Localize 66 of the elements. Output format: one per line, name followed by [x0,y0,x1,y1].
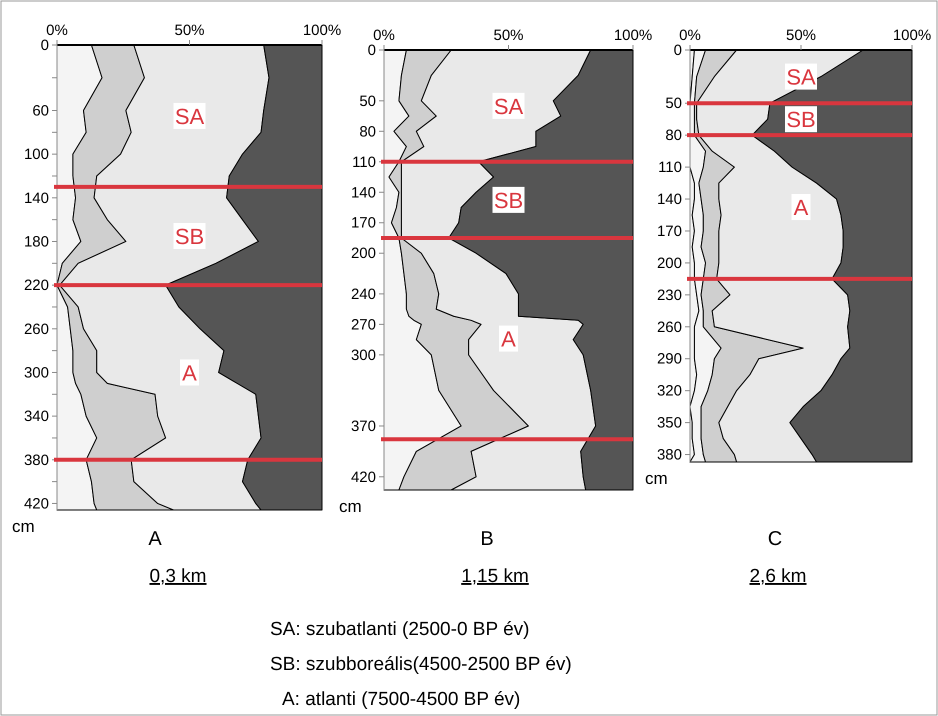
annotation: A [501,326,516,352]
y-tick-label: 140 [350,184,376,202]
y-tick-label: 240 [350,286,376,303]
y-tick-label: 0 [368,42,376,59]
text: 2,6 km [749,566,807,587]
x-tick-label: 0% [46,22,68,39]
y-tick-label: 300 [350,346,376,364]
text: SA: szubatlanti (2500-0 BP év) [270,619,530,640]
text: 1,15 km [461,566,529,587]
text: A: atlanti (7500-4500 BP év) [282,689,520,710]
y-tick-label: 140 [24,190,49,207]
text: SB: szubboreális(4500-2500 BP év) [270,654,572,675]
y-tick-label: 370 [350,418,376,435]
y-tick-label: 50 [359,92,376,110]
y-tick-label: 420 [350,468,376,486]
text: 0,3 km [149,566,207,587]
y-tick-label: 380 [656,446,682,464]
x-tick-label: 100% [302,22,342,39]
y-axis-title: cm [12,517,35,536]
annotation: SB [174,224,204,250]
x-tick-label: 0% [679,27,701,44]
x-tick-label: 0% [373,27,395,44]
y-tick-label: 270 [350,316,376,334]
text: B [480,528,494,550]
x-tick-label: 100% [892,27,932,44]
y-tick-label: 230 [656,286,682,304]
y-tick-label: 80 [665,127,682,144]
x-tick-label: 50% [174,22,205,39]
x-tick-label: 50% [493,27,524,44]
annotation: SA [786,64,816,90]
annotation: SB [786,107,816,132]
y-tick-label: 340 [24,408,49,426]
annotation: SB [494,188,524,213]
y-tick-label: 110 [658,159,682,176]
y-tick-label: 140 [656,191,682,208]
y-tick-label: 380 [24,452,49,469]
x-tick-label: 50% [786,27,816,44]
y-tick-label: 260 [656,318,682,336]
annotation: A [182,360,198,386]
annotation: A [794,195,809,220]
text: C [768,528,782,550]
y-tick-label: 100 [24,146,49,164]
text: A [148,528,162,550]
y-tick-label: 200 [350,245,376,262]
y-tick-label: 260 [24,320,49,338]
annotation: SA [174,104,204,129]
y-tick-label: 0 [674,42,682,59]
y-tick-label: 290 [656,350,682,368]
y-axis-title: cm [645,469,668,488]
y-tick-label: 170 [350,214,376,232]
y-tick-label: 50 [665,95,682,112]
y-tick-label: 80 [359,123,376,140]
y-tick-label: 420 [24,495,49,512]
x-tick-label: 100% [614,27,652,44]
y-tick-label: 300 [24,364,49,382]
y-tick-label: 110 [352,154,376,171]
y-axis-title: cm [339,497,362,516]
y-tick-label: 220 [24,277,49,294]
y-tick-label: 200 [656,254,682,272]
y-tick-label: 60 [32,102,49,120]
y-tick-label: 320 [656,382,682,400]
annotation: SA [494,94,524,119]
y-tick-label: 350 [656,414,682,432]
y-tick-label: 170 [656,222,682,240]
y-tick-label: 0 [40,37,49,54]
y-tick-label: 180 [24,233,49,250]
